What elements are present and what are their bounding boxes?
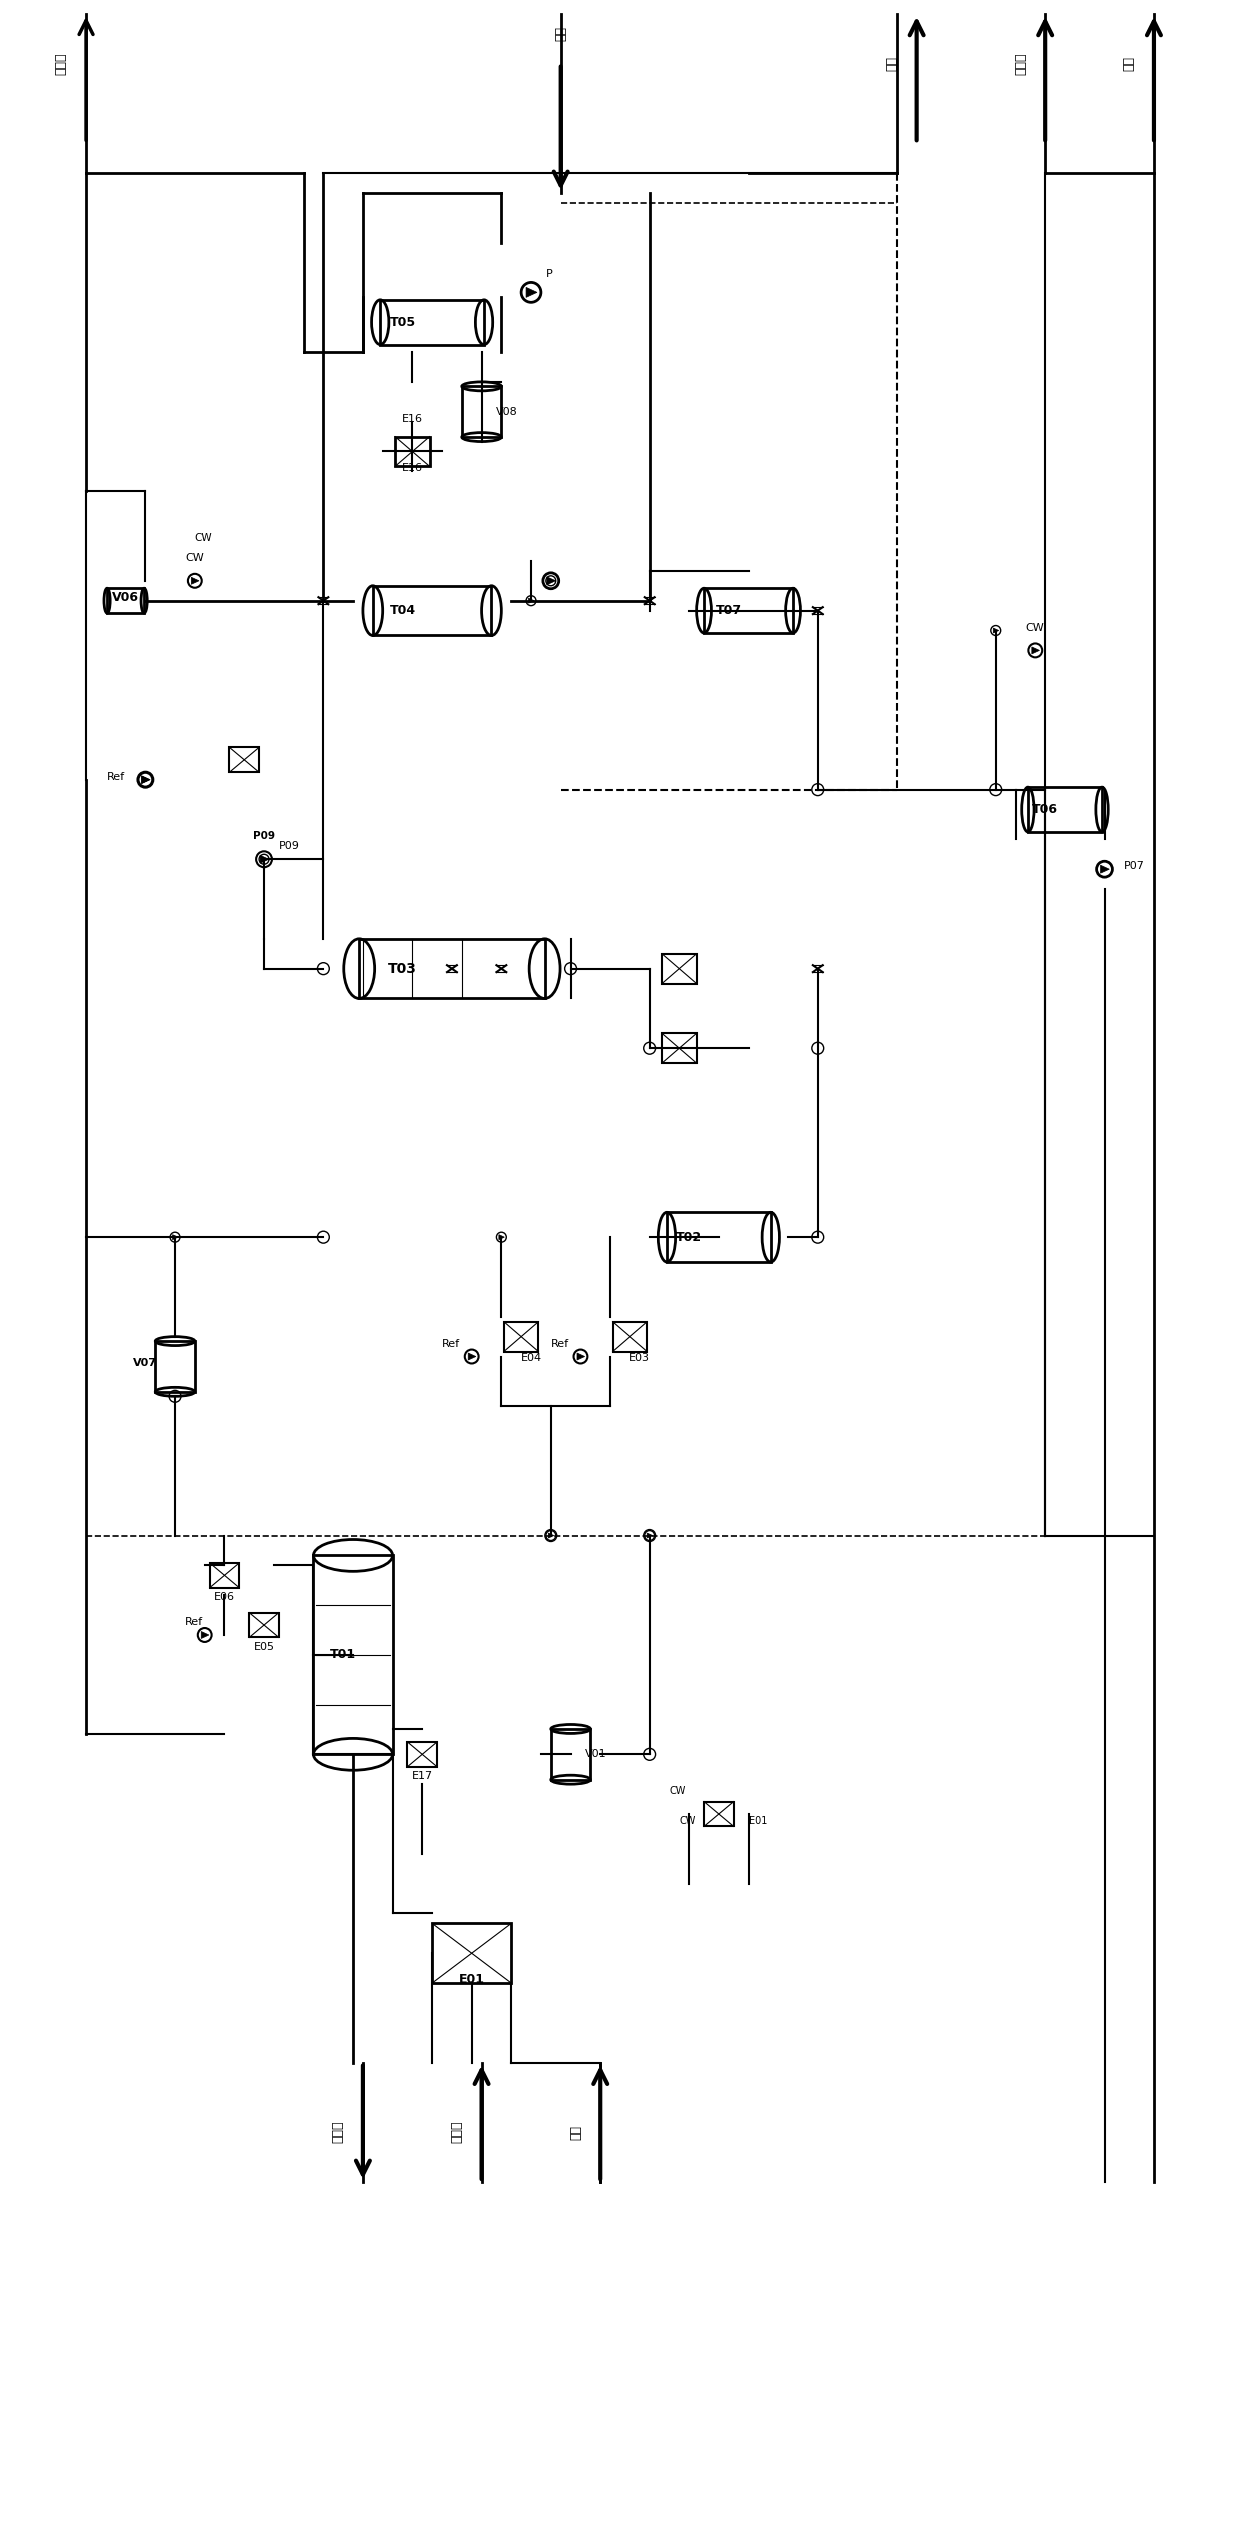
Bar [432,1923,511,1984]
Text: T07: T07 [715,604,742,616]
Bar [155,1342,195,1393]
Text: E03: E03 [629,1352,650,1362]
Text: Ref: Ref [441,1340,460,1350]
Text: P07: P07 [1125,860,1146,870]
Bar [210,1563,239,1588]
Bar [667,1213,771,1261]
Polygon shape [1101,865,1110,873]
Text: CW: CW [1025,622,1044,632]
Bar [381,299,484,345]
Polygon shape [647,1532,652,1537]
Polygon shape [260,855,269,863]
Bar [107,589,144,614]
Text: E17: E17 [412,1771,433,1781]
Text: T02: T02 [676,1230,702,1243]
Text: 氨气: 氨气 [569,2126,582,2139]
Text: CW: CW [195,533,212,543]
Text: T03: T03 [388,962,417,977]
Text: V01: V01 [585,1751,608,1758]
Bar [396,436,429,467]
Bar [704,589,794,634]
Text: 废水: 废水 [1122,56,1136,71]
Text: E06: E06 [215,1593,236,1603]
Text: T06: T06 [1032,804,1058,817]
Text: P09: P09 [253,832,275,842]
Text: E01: E01 [459,1974,485,1986]
Text: 尾气: 尾气 [885,56,899,71]
Text: E05: E05 [253,1641,274,1652]
Bar [373,586,491,634]
Bar [704,1801,734,1827]
Bar [229,748,259,771]
Text: 脱盐水: 脱盐水 [1014,53,1027,76]
Polygon shape [191,578,198,584]
Bar [662,1033,697,1063]
Bar [613,1322,647,1352]
Bar [662,954,697,984]
Polygon shape [528,599,534,604]
Text: 氨气: 氨气 [554,25,567,41]
Polygon shape [526,287,537,297]
Text: CW: CW [680,1816,696,1827]
Bar [551,1728,590,1778]
Text: V06: V06 [112,591,139,604]
Polygon shape [1032,647,1039,655]
Text: E16: E16 [402,414,423,424]
Text: 原料气: 原料气 [450,2121,464,2144]
Bar [408,1743,436,1766]
Polygon shape [547,576,556,584]
Polygon shape [577,1352,584,1360]
Bar [249,1614,279,1636]
Polygon shape [993,629,998,634]
Polygon shape [141,776,150,784]
Polygon shape [548,1532,554,1537]
Bar [503,1322,538,1352]
Bar [461,386,501,436]
Polygon shape [262,858,267,863]
Text: P09: P09 [279,842,300,852]
Text: E01: E01 [749,1816,766,1827]
Polygon shape [469,1352,476,1360]
Text: P: P [546,269,553,279]
Polygon shape [201,1631,208,1639]
Text: V08: V08 [496,406,518,416]
Text: V07: V07 [134,1357,157,1367]
Bar [360,939,544,1000]
Text: Ref: Ref [107,771,125,781]
Polygon shape [141,776,150,784]
Polygon shape [498,1236,505,1241]
Text: E04: E04 [521,1352,542,1362]
Text: E16: E16 [402,464,423,474]
Text: CW: CW [670,1786,686,1796]
Text: 净化气: 净化气 [331,2121,345,2144]
Text: Ref: Ref [185,1616,203,1626]
Text: T04: T04 [389,604,415,616]
Bar [314,1555,393,1753]
Text: Ref: Ref [551,1340,569,1350]
Text: T01: T01 [330,1649,356,1662]
Polygon shape [548,578,554,584]
Text: T05: T05 [389,315,415,330]
Polygon shape [172,1236,179,1241]
Bar [1028,786,1102,832]
Text: CW: CW [186,553,205,563]
Text: 酸性气: 酸性气 [55,53,68,76]
